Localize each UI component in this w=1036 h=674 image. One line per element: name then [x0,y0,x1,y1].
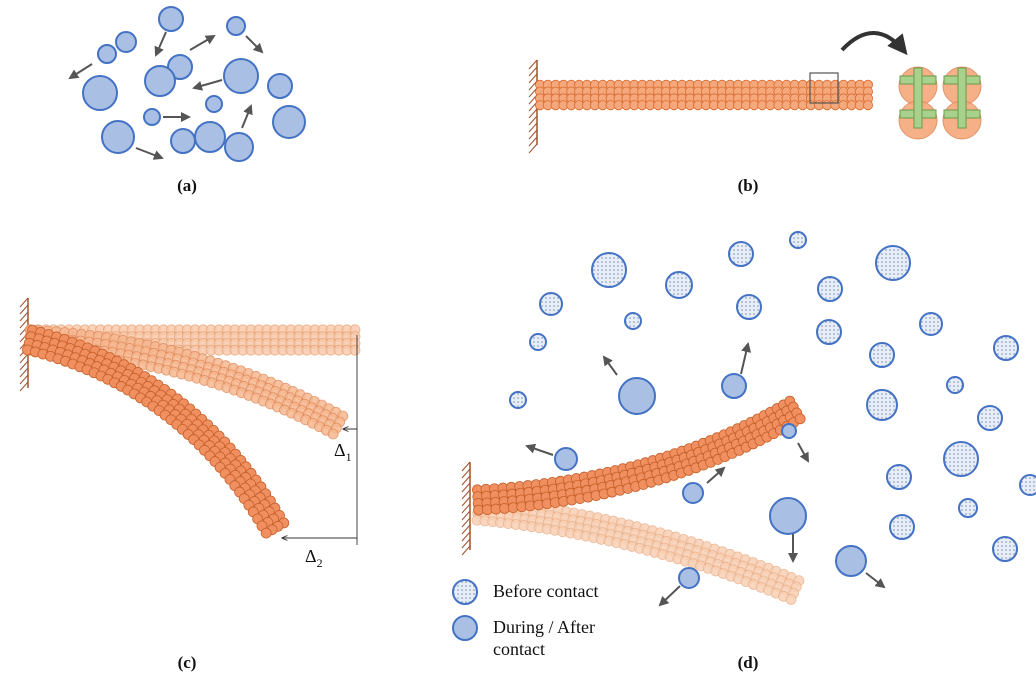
arrow [190,36,214,50]
arrow [70,64,92,78]
panel-label: (b) [738,176,759,195]
particle-before [947,377,963,393]
arrow [246,36,262,52]
figure: (a) (b) (c) (d) Δ1 Δ2 Before contact Dur… [0,0,1036,674]
delta-label: Δ2 [305,546,323,570]
particle-before [625,313,641,329]
particle-before [510,392,526,408]
particle-before [737,295,761,319]
particle-before [540,293,562,315]
particle [83,76,117,110]
delta-subscript: 1 [346,450,352,464]
particle [770,498,806,534]
particle [224,59,258,93]
particle-before [993,537,1017,561]
beam-particle [350,345,360,355]
delta-symbol: Δ [334,440,346,460]
arrow [156,32,166,55]
particle-before [729,242,753,266]
zoom-arrow [842,33,905,52]
arrow [194,80,222,88]
particle [206,96,222,112]
particle-before [867,390,897,420]
beam-particle [863,101,872,110]
arrow [866,573,884,587]
particle [102,121,134,153]
beam-particle [786,594,796,604]
particle-before [666,272,692,298]
particle [836,546,866,576]
particle [453,616,477,640]
delta-subscript: 2 [317,556,323,570]
particle-before [890,515,914,539]
beam-particle [261,528,271,538]
panel-label: (a) [177,176,197,195]
particle [722,374,746,398]
arrow [741,344,748,374]
legend-text: Before contact [493,581,598,601]
particle-before [978,406,1002,430]
legend-text: contact [493,639,545,659]
particle-before [818,277,842,301]
beam-particle [328,429,338,439]
particle [171,129,195,153]
particle [116,32,136,52]
particle [679,568,699,588]
arrow [798,443,808,461]
particle-before [870,343,894,367]
bond [914,68,922,128]
particle [195,122,225,152]
particle-before [592,253,626,287]
particle-before [1020,475,1036,495]
legend-text: During / After [493,617,595,637]
delta-symbol: Δ [305,546,317,566]
particle-before [817,320,841,344]
particle [225,133,253,161]
particle-before [790,232,806,248]
particle-before [920,313,942,335]
arrow [242,106,251,128]
particle-before [887,465,911,489]
particle [145,66,175,96]
particle [144,109,160,125]
panel-label: (c) [178,653,197,672]
panel-label: (d) [738,653,759,672]
arrow [660,586,680,605]
particle-before [944,442,978,476]
particle [98,45,116,63]
beam-particle [795,414,805,424]
arrow [604,357,617,375]
particle [273,106,305,138]
bond [958,68,966,128]
particle-before [453,580,477,604]
arrow [136,148,162,158]
delta-label: Δ1 [334,440,352,464]
arrow [527,446,553,455]
particle-before [959,499,977,517]
particle [683,483,703,503]
arrow [707,468,724,483]
particle [619,378,655,414]
particle [268,74,292,98]
particle-before [876,246,910,280]
particle [159,7,183,31]
particle [227,17,245,35]
particle-before [994,336,1018,360]
particle [555,448,577,470]
particle [782,424,796,438]
diagram-layer [20,7,1036,640]
particle-before [530,334,546,350]
